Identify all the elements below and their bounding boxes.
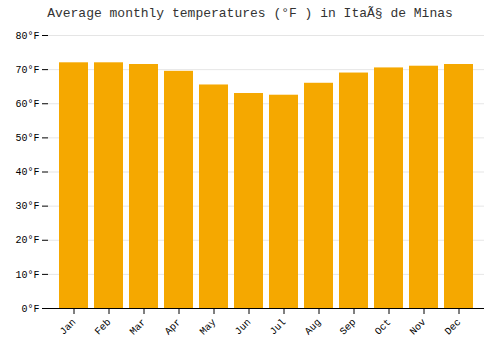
svg-text:Dec: Dec <box>443 317 464 338</box>
svg-text:Jun: Jun <box>233 317 254 338</box>
svg-text:Nov: Nov <box>408 317 429 338</box>
svg-text:Feb: Feb <box>93 317 114 338</box>
svg-text:30°F: 30°F <box>15 201 39 212</box>
svg-text:80°F: 80°F <box>15 31 39 42</box>
svg-text:Mar: Mar <box>128 317 149 338</box>
svg-text:Jan: Jan <box>58 317 79 338</box>
svg-text:Apr: Apr <box>163 317 184 338</box>
svg-text:70°F: 70°F <box>15 65 39 76</box>
svg-text:Aug: Aug <box>303 317 324 338</box>
svg-text:10°F: 10°F <box>15 270 39 281</box>
svg-text:May: May <box>198 317 219 338</box>
svg-text:Jul: Jul <box>268 317 289 338</box>
svg-text:0°F: 0°F <box>21 304 39 315</box>
svg-text:20°F: 20°F <box>15 235 39 246</box>
svg-text:60°F: 60°F <box>15 99 39 110</box>
svg-text:40°F: 40°F <box>15 167 39 178</box>
svg-text:Oct: Oct <box>373 317 394 338</box>
html-text:Average monthly temperatures (: Average monthly temperatures (°F ) in It… <box>47 6 453 21</box>
svg-text:50°F: 50°F <box>15 133 39 144</box>
svg-text:Sep: Sep <box>338 317 359 338</box>
